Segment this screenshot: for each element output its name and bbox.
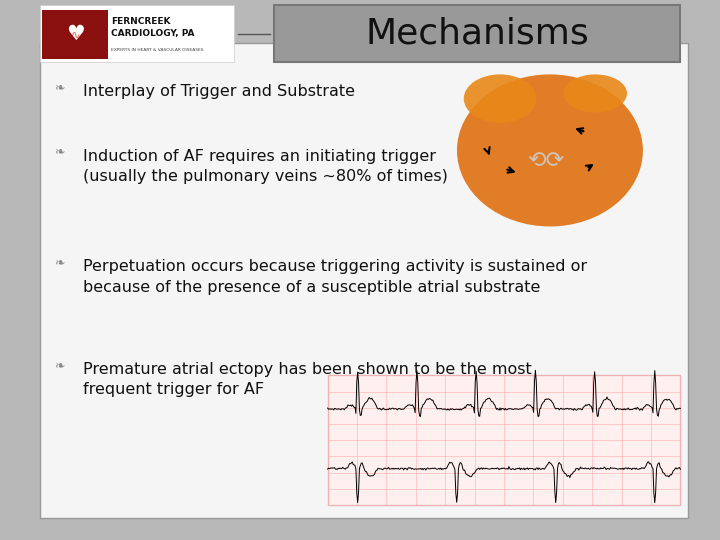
Text: CARDIOLOGY, PA: CARDIOLOGY, PA bbox=[112, 29, 195, 38]
Text: ❧: ❧ bbox=[54, 359, 64, 372]
Bar bbox=[40, 43, 688, 518]
Text: FERNCREEK: FERNCREEK bbox=[112, 17, 171, 26]
Ellipse shape bbox=[464, 75, 536, 123]
Text: EXPERTS IN HEART & VASCULAR DISEASES: EXPERTS IN HEART & VASCULAR DISEASES bbox=[112, 48, 204, 52]
Text: ❧: ❧ bbox=[54, 256, 64, 269]
Text: Mechanisms: Mechanisms bbox=[365, 17, 589, 51]
Text: ❧: ❧ bbox=[54, 146, 64, 159]
Text: Induction of AF requires an initiating trigger
(usually the pulmonary veins ~80%: Induction of AF requires an initiating t… bbox=[83, 148, 448, 184]
Bar bbox=[42, 10, 108, 59]
Text: Perpetuation occurs because triggering activity is sustained or
because of the p: Perpetuation occurs because triggering a… bbox=[83, 259, 587, 295]
Ellipse shape bbox=[457, 75, 643, 226]
Text: ∿: ∿ bbox=[71, 29, 80, 39]
Text: ❧: ❧ bbox=[54, 81, 64, 94]
Text: ♥: ♥ bbox=[66, 24, 84, 44]
Ellipse shape bbox=[564, 75, 627, 112]
Text: Premature atrial ectopy has been shown to be the most
frequent trigger for AF: Premature atrial ectopy has been shown t… bbox=[83, 362, 531, 397]
Text: Interplay of Trigger and Substrate: Interplay of Trigger and Substrate bbox=[83, 84, 355, 99]
Text: ⟲⟳: ⟲⟳ bbox=[527, 151, 564, 171]
Bar bbox=[328, 375, 680, 505]
Bar bbox=[40, 5, 234, 62]
Bar bbox=[274, 5, 680, 62]
